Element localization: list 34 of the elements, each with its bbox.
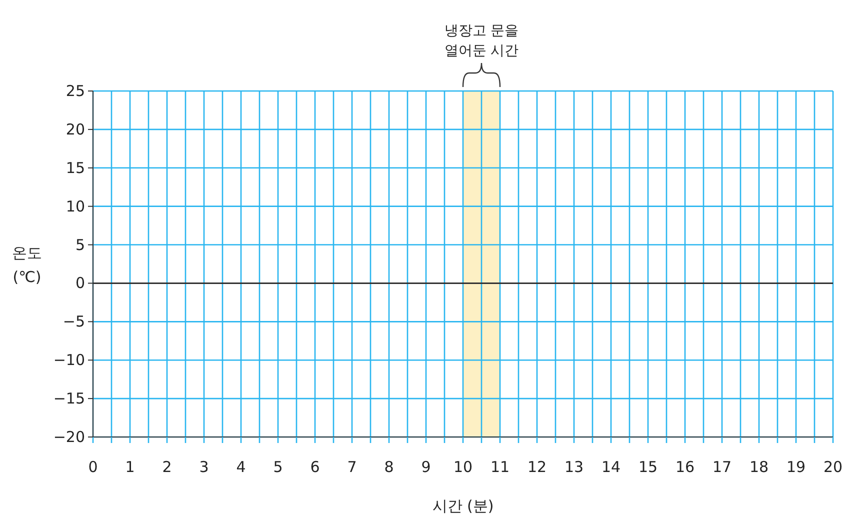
y-tick-label: −20 (53, 428, 85, 446)
x-tick-label: 6 (310, 458, 320, 476)
band-label: 냉장고 문을 열어둔 시간 (444, 23, 519, 59)
y-tick-label: 10 (66, 197, 85, 216)
y-tick-label: −10 (53, 351, 85, 370)
y-tick-label: −5 (62, 312, 85, 331)
x-tick-label: 14 (601, 458, 621, 476)
y-tick-label: 15 (66, 158, 85, 177)
y-tick-label: 20 (66, 120, 85, 138)
y-tick-label: −15 (53, 390, 85, 408)
x-tick-label: 17 (712, 458, 732, 476)
x-tick-label: 16 (675, 458, 695, 476)
y-axis-title: 온도 (℃) (12, 244, 42, 286)
x-tick-label: 1 (125, 458, 135, 476)
y-tick-label: 5 (75, 236, 85, 254)
x-tick-label: 12 (527, 458, 547, 476)
x-tick-label: 2 (162, 458, 172, 476)
x-tick-label: 4 (236, 458, 246, 476)
x-tick-label: 0 (88, 458, 98, 476)
x-tick-label: 3 (199, 458, 209, 476)
x-axis-title: 시간 (분) (432, 497, 494, 515)
x-tick-label: 11 (490, 458, 510, 476)
x-tick-label: 15 (638, 458, 658, 476)
x-tick-label: 19 (786, 458, 806, 476)
x-tick-label: 9 (421, 458, 431, 476)
x-tick-label: 10 (453, 458, 473, 476)
x-tick-label: 18 (749, 458, 769, 476)
y-tick-label: 25 (66, 82, 85, 100)
x-tick-label: 7 (347, 458, 357, 476)
y-tick-label: 0 (75, 274, 85, 292)
x-tick-label: 8 (384, 458, 394, 476)
x-tick-label: 20 (823, 458, 843, 476)
x-tick-label: 5 (273, 458, 283, 476)
x-tick-label: 13 (564, 458, 584, 476)
